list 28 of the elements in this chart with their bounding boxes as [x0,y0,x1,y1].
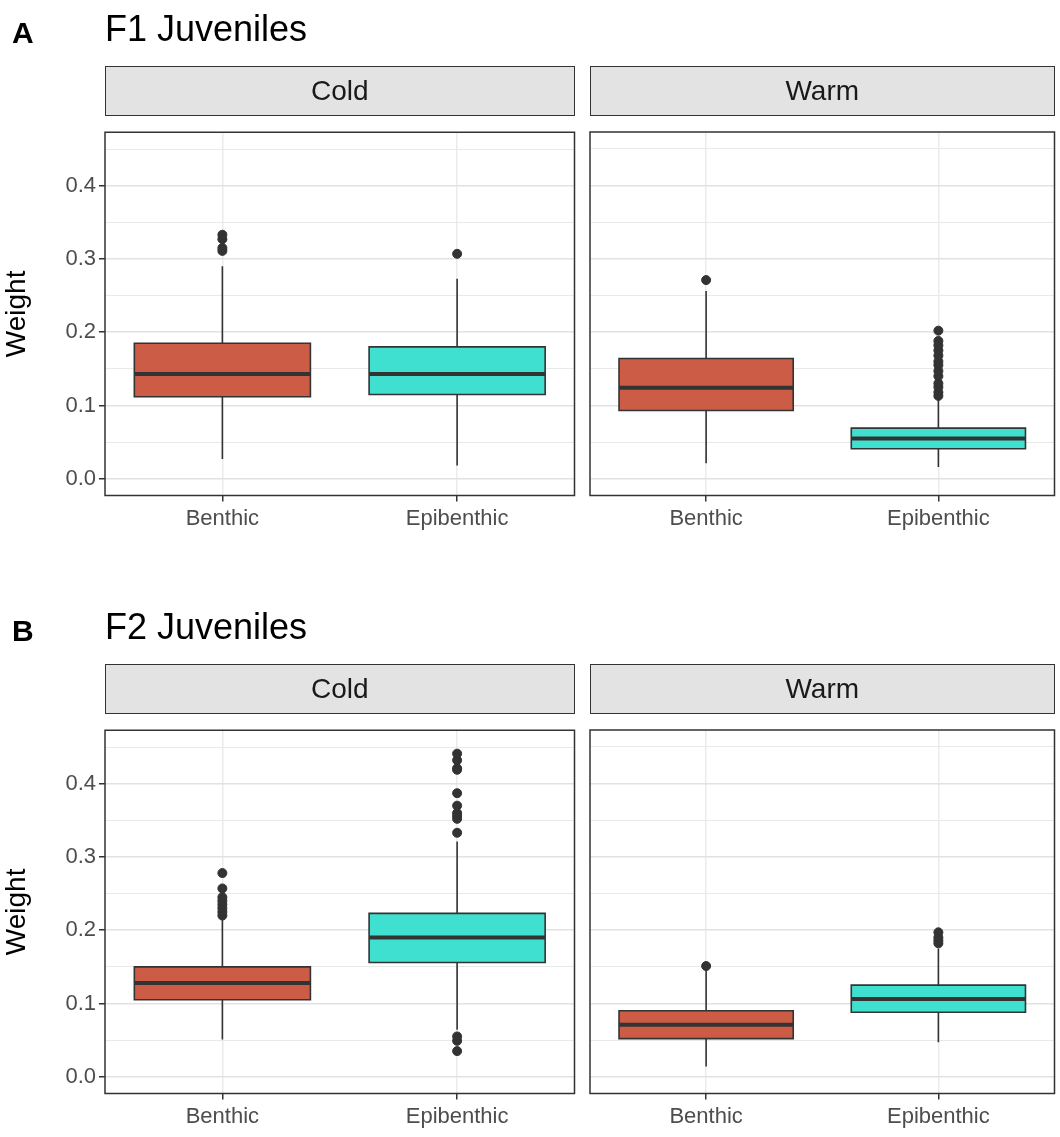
x-tick-label: Epibenthic [405,504,509,530]
y-tick-label: 0.4 [65,769,96,795]
chart-subtitle: Warm [590,664,1055,714]
text: B [12,614,34,648]
x-tick-label: Benthic [185,1102,260,1128]
y-axis-title: Weight [0,270,31,358]
x-tick-label: Epibenthic [405,1102,509,1128]
chart-title: F1 Juveniles [105,8,308,50]
y-axis-title: Weight [0,868,31,956]
chart-subtitle: Cold [105,664,575,714]
y-tick-label: 0.2 [65,318,96,344]
chart-subtitle: Warm [590,66,1055,116]
chart-title: F2 Juveniles [105,606,308,648]
y-tick-label: 0.0 [65,464,96,490]
y-tick-label: 0.2 [65,916,96,942]
y-tick-label: 0.3 [65,245,96,271]
text: A [12,16,34,50]
x-tick-label: Epibenthic [887,504,990,530]
chart-subtitle: Cold [105,66,575,116]
x-tick-label: Epibenthic [887,1102,990,1128]
x-tick-label: Benthic [185,504,260,530]
y-tick-label: 0.1 [65,391,96,417]
x-tick-label: Benthic [669,504,743,530]
y-tick-label: 0.0 [65,1062,96,1088]
x-tick-label: Benthic [669,1102,743,1128]
y-tick-label: 0.3 [65,843,96,869]
y-tick-label: 0.1 [65,989,96,1015]
y-tick-label: 0.4 [65,171,96,197]
